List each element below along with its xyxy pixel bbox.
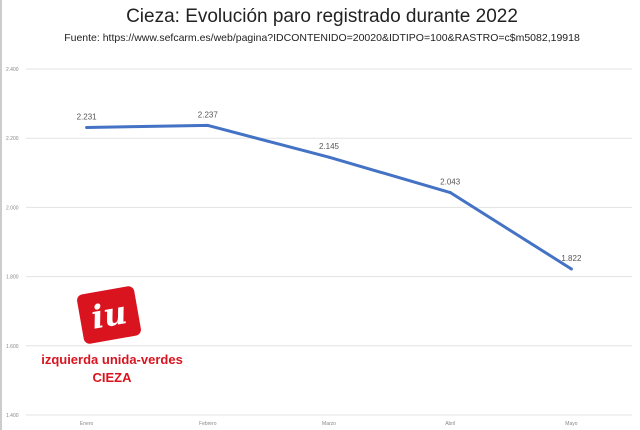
data-point bbox=[448, 191, 452, 195]
data-label: 2.145 bbox=[319, 142, 340, 151]
data-label: 2.043 bbox=[440, 178, 461, 187]
x-tick-label: Abril bbox=[445, 421, 455, 427]
x-tick-label: Febrero bbox=[199, 421, 217, 427]
data-label: 1.822 bbox=[561, 254, 582, 263]
data-point bbox=[327, 155, 331, 159]
x-tick-label: Marzo bbox=[322, 421, 336, 427]
y-tick-label: 1.600 bbox=[6, 344, 19, 350]
logo-text: izquierda unida-verdes bbox=[41, 352, 183, 367]
y-tick-label: 1.800 bbox=[6, 275, 19, 281]
y-tick-label: 2.400 bbox=[6, 67, 19, 73]
data-point bbox=[85, 125, 89, 129]
x-tick-label: Enero bbox=[80, 421, 94, 427]
logo-city: CIEZA bbox=[92, 370, 132, 385]
y-tick-label: 2.000 bbox=[6, 205, 19, 211]
data-point bbox=[569, 267, 573, 271]
y-tick-label: 1.400 bbox=[6, 413, 19, 419]
logo-text-block: izquierda unida-verdes CIEZA bbox=[32, 352, 192, 385]
chart-title: Cieza: Evolución paro registrado durante… bbox=[126, 6, 518, 27]
chart-subtitle: Fuente: https://www.sefcarm.es/web/pagin… bbox=[64, 32, 580, 44]
data-point bbox=[206, 123, 210, 127]
data-label: 2.237 bbox=[198, 110, 219, 119]
x-tick-label: Mayo bbox=[565, 421, 577, 427]
logo-mark: iu bbox=[76, 285, 142, 345]
y-tick-label: 2.200 bbox=[6, 136, 19, 142]
party-logo: iu izquierda unida-verdes CIEZA bbox=[32, 284, 192, 394]
data-label: 2.231 bbox=[77, 112, 98, 121]
